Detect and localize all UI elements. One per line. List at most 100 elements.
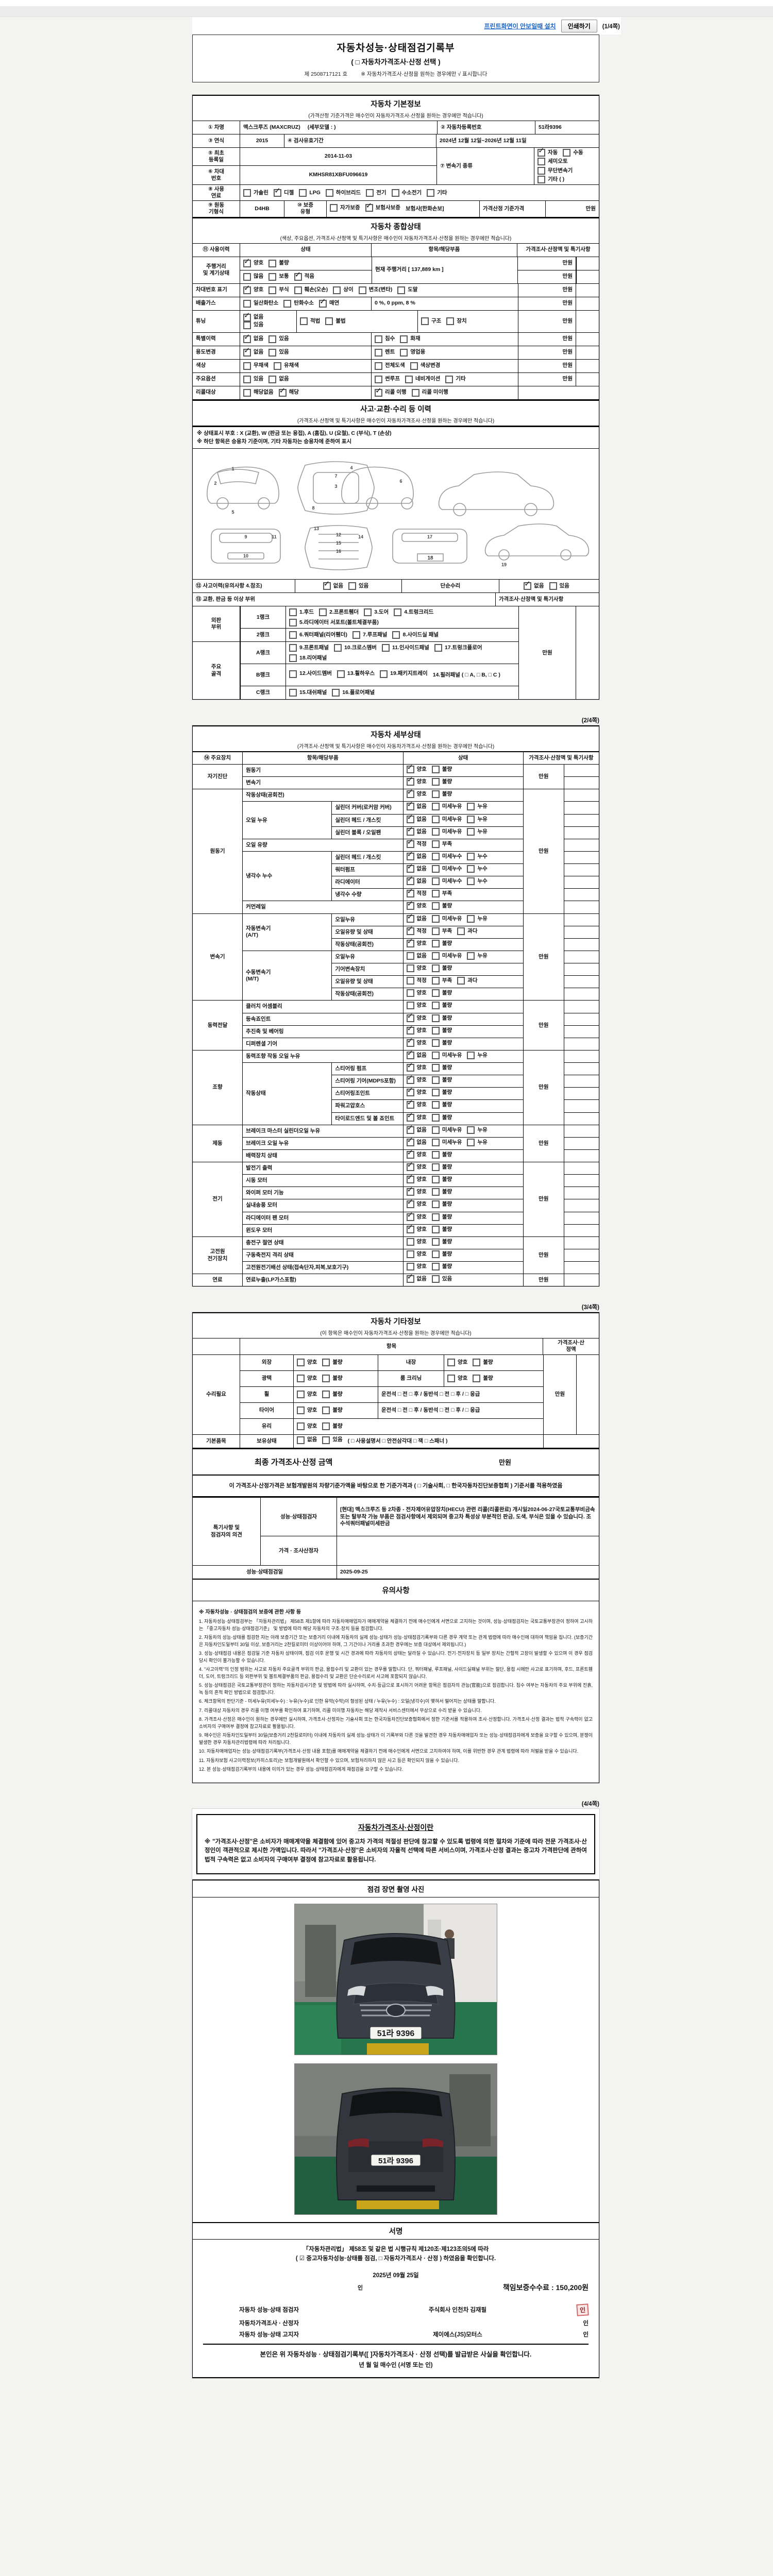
option-미세누유: 미세누유 xyxy=(431,803,462,811)
law-reference: 「자동차관리법」 제58조 및 같은 법 시행규칙 제120조·제123조의5에… xyxy=(303,2246,489,2253)
checkbox-양호 xyxy=(406,1185,414,1196)
checkbox-과다 xyxy=(457,977,465,985)
checkbox-양호 xyxy=(406,937,414,947)
checkbox-불량 xyxy=(431,1026,440,1035)
checkbox-자동 xyxy=(537,146,545,157)
option-없음: 없음 xyxy=(323,580,343,590)
checkbox-무채색 xyxy=(243,362,251,370)
inspector-opinion: [현대] 맥스크루즈 등 2차종 - 전자제어유압장치(HECU) 관련 리콜(… xyxy=(340,1506,595,1527)
checkbox-양호 xyxy=(406,1148,414,1159)
option-없음: 없음 xyxy=(524,580,544,590)
option-미세누유: 미세누유 xyxy=(431,815,462,823)
option-없음: 없음 xyxy=(406,825,427,836)
option-많음: 많음 xyxy=(243,273,263,281)
accident-history-header: 사고·교환·수리 등 이력 (가격조사·산정액 및 특기사항은 매수인이 자동차… xyxy=(192,399,599,426)
checkbox-탄화수소 xyxy=(283,299,292,308)
checkbox-있음 xyxy=(268,335,277,343)
inspection-date-row: 성능·상태점검일 2025-09-25 xyxy=(192,1566,599,1580)
checkbox-없음 xyxy=(406,862,414,873)
checkbox-영업용 xyxy=(400,348,408,357)
checkbox-없음 xyxy=(524,580,532,590)
checkbox-장치 xyxy=(446,317,455,325)
checkbox-양호 xyxy=(406,1086,414,1097)
option-불량: 불량 xyxy=(431,778,452,786)
option-없음: 없음 xyxy=(243,311,263,321)
option-부족: 부족 xyxy=(431,890,452,898)
basic-row-2: ③ 연식 2015 ④ 검사유효기간 2024년 12월 12일~2026년 1… xyxy=(192,134,599,148)
checkbox-불량 xyxy=(431,1076,440,1084)
table-row: 기어변속장치 양호 불량 xyxy=(193,963,600,976)
option-없음: 없음 xyxy=(406,800,427,811)
checkbox-부족 xyxy=(431,927,440,935)
car-reg-number: 51라9396 xyxy=(539,124,562,130)
option-미세누유: 미세누유 xyxy=(431,1051,462,1059)
notice-item: 10. 자동차매매업자는 성능·상태점검기록부(가격조사·산정 내용 포함)를 … xyxy=(199,1749,579,1754)
overall-status-header: 자동차 종합상태 (색상, 주요옵션, 가격조사·산정액 및 특기사항은 매수인… xyxy=(192,217,599,244)
checkbox-미세누유 xyxy=(431,1138,440,1146)
checkbox-양호 xyxy=(406,1161,414,1172)
checkbox-없음 xyxy=(243,333,251,343)
notice-item: 7. 리콜대상 자동차의 경우 리콜 이행 여부를 확인하여 표기하며, 리콜 … xyxy=(199,1707,482,1713)
option-도말: 도말 xyxy=(397,286,418,294)
option-있음: 있음 xyxy=(431,1275,452,1283)
checkbox-적정 xyxy=(406,977,414,985)
emission-values: 0 %, 0 ppm, 8 % xyxy=(372,297,518,310)
checkbox-보험사보증 xyxy=(365,201,373,212)
table-row: 자기진단원동기양호불량만원 xyxy=(192,763,600,790)
checkbox-부식 xyxy=(268,286,277,294)
checkbox-불량 xyxy=(431,1014,440,1022)
vin: KMHSR81XBFU096619 xyxy=(309,172,368,178)
table-row: 윈도우 모터양호불량 xyxy=(193,1223,600,1237)
option-누유: 누유 xyxy=(467,1126,488,1134)
option-훼손(오손): 훼손(오손) xyxy=(294,286,328,294)
table-row: 변속기양호불량 xyxy=(193,775,600,790)
option-19.패키지트레이: 19.패키지트레이 xyxy=(380,670,428,678)
basic-row-1: ① 차명 맥스크루즈 (MAXCRUZ) (세부모델 : ) ② 자동차등록번호… xyxy=(192,121,599,134)
option-양호: 양호 xyxy=(447,1359,467,1367)
option-양호: 양호 xyxy=(406,1074,427,1084)
checkbox-불량 xyxy=(431,778,440,786)
option-디젤: 디젤 xyxy=(273,187,294,197)
option-양호: 양호 xyxy=(406,1037,427,1047)
option-양호: 양호 xyxy=(297,1375,317,1383)
option-8.사이드실 패널: 8.사이드실 패널 xyxy=(392,631,439,639)
option-누유: 누유 xyxy=(467,1138,488,1146)
checkbox-있음 xyxy=(268,348,277,357)
checkbox-과다 xyxy=(457,927,465,935)
option-16.플로어패널: 16.플로어패널 xyxy=(332,689,375,697)
option-양호: 양호 xyxy=(243,257,263,267)
option-가솔린: 가솔린 xyxy=(243,189,268,197)
checkbox-양호 xyxy=(297,1391,305,1399)
checkbox-일산화탄소 xyxy=(243,299,251,308)
checkbox-불량 xyxy=(322,1422,330,1431)
print-install-link[interactable]: 프린트화면이 안보일때 설치 xyxy=(484,22,556,30)
option-미세누유: 미세누유 xyxy=(431,914,462,923)
option-불량: 불량 xyxy=(473,1375,493,1383)
checkbox-불량 xyxy=(473,1375,481,1383)
checkbox-불량 xyxy=(268,259,277,267)
wheel-positions: 운전석 □ 전 □ 후 / 동반석 □ 전 □ 후 / □ 응급 xyxy=(381,1391,480,1398)
signature-party: 자동차 성능·상태 고지자 제이에스(JS)모터스 인 xyxy=(203,2330,589,2338)
svg-text:51라 9396: 51라 9396 xyxy=(377,2029,415,2038)
basic-row-6: ⑨ 원동 기형식 D4HB ⑩ 보증 유형 자가보증보험사보증 보험사[한화손보… xyxy=(192,201,599,217)
table-row: 실내송풍 모터양호불량 xyxy=(193,1198,600,1212)
final-price-band: 최종 가격조사·산정 금액 만원 xyxy=(192,1448,599,1476)
checkbox-가솔린 xyxy=(243,189,251,197)
option-네비게이션: 네비게이션 xyxy=(405,375,440,383)
print-button[interactable]: 인쇄하기 xyxy=(561,19,597,32)
option-불량: 불량 xyxy=(431,1039,452,1047)
checkbox-양호 xyxy=(243,284,251,294)
notice-item: 1. 자동차성능·상태점검부는 「자동차관리법」 제58조 제1항에 따라 자동… xyxy=(199,1619,593,1631)
checkbox-불량 xyxy=(473,1359,481,1367)
checkbox-양호 xyxy=(406,1238,414,1246)
checkbox-없음 xyxy=(243,346,251,357)
checkbox-누유 xyxy=(467,952,475,960)
page-marker-3: (3/4쪽) xyxy=(581,1304,599,1311)
checkbox-9.프론트패널 xyxy=(289,643,297,652)
option-없음: 없음 xyxy=(406,1273,427,1283)
checkbox-기타 xyxy=(427,189,435,197)
svg-text:2: 2 xyxy=(214,481,216,486)
notice-item: 3. 성능·상태점검 내용은 점검일 기준 자동차 상태이며, 점검 이후 운행… xyxy=(199,1651,593,1663)
option-세미오토: 세미오토 xyxy=(537,158,568,166)
